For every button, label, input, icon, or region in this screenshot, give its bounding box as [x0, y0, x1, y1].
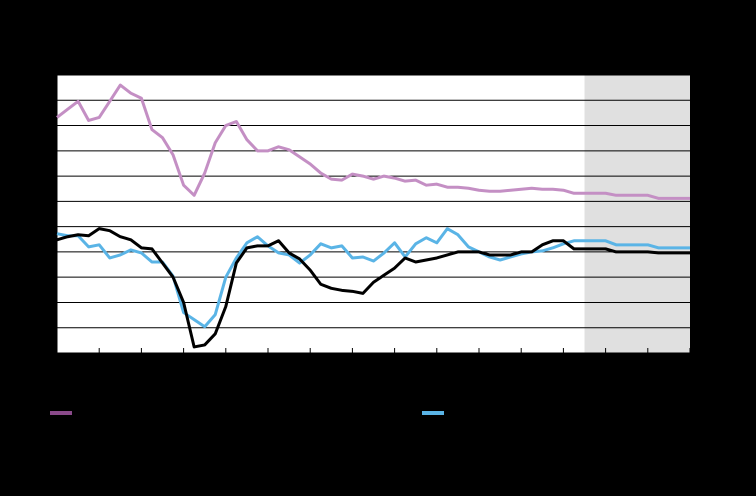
- line-series: [56, 227, 690, 349]
- forecast-shade: [584, 75, 690, 353]
- line-series: [56, 83, 690, 200]
